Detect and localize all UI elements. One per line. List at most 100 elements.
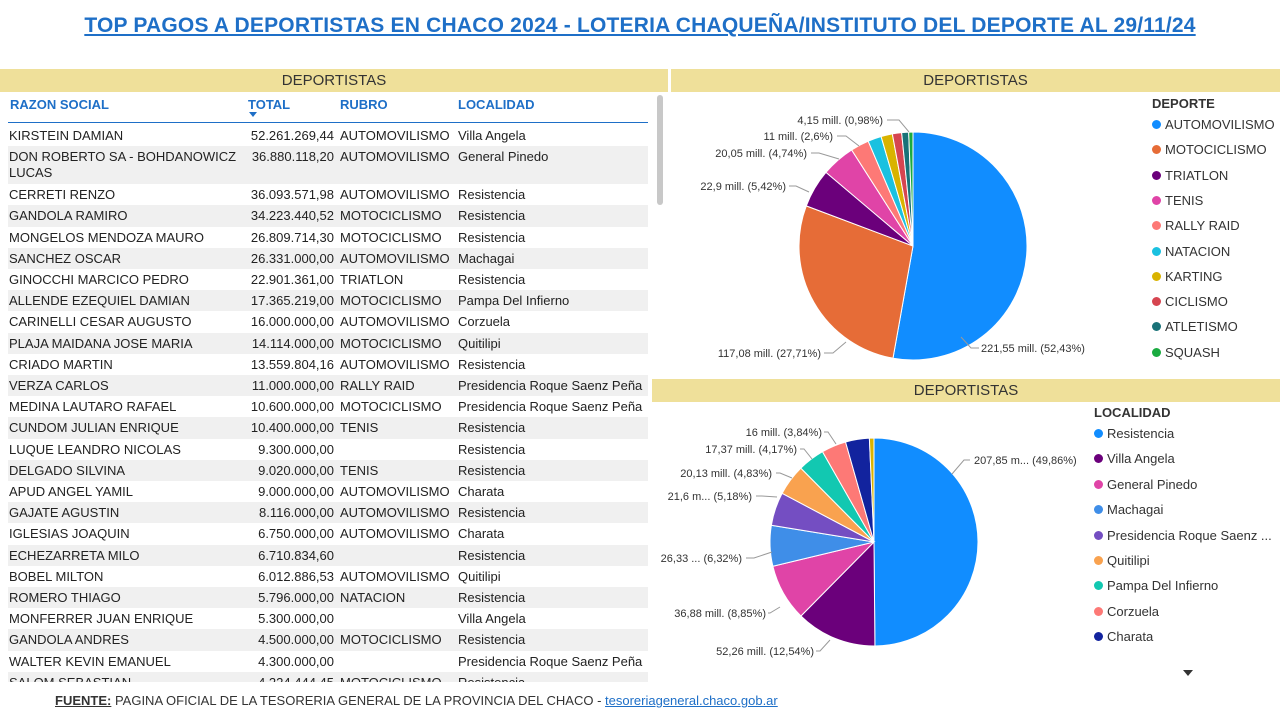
- cell-razon-social: WALTER KEVIN EMANUEL: [9, 653, 171, 669]
- pie-data-label: 4,15 mill. (0,98%): [797, 115, 883, 127]
- table-row[interactable]: CUNDOM JULIAN ENRIQUE 10.400.000,00 TENIS R…: [8, 417, 648, 439]
- table-row[interactable]: ECHEZARRETA MILO 6.710.834,60 Resistencia: [8, 544, 648, 566]
- col-rubro[interactable]: RUBRO: [340, 97, 388, 112]
- pie-data-label: 117,08 mill. (27,71%): [718, 348, 821, 360]
- legend-item-machagai[interactable]: Machagai: [1094, 502, 1163, 517]
- cell-localidad: General Pinedo: [458, 149, 549, 165]
- cell-razon-social: CARINELLI CESAR AUGUSTO: [9, 314, 192, 330]
- pie-data-label: 36,88 mill. (8,85%): [674, 608, 766, 620]
- cell-total: 5.796.000,00: [258, 590, 334, 605]
- table-row[interactable]: CRIADO MARTIN 13.559.804,16 AUTOMOVILISMO R…: [8, 354, 648, 375]
- footer-link[interactable]: tesoreriageneral.chaco.gob.ar: [605, 693, 778, 708]
- table-row[interactable]: GINOCCHI MARCICO PEDRO 22.901.361,00 TRIAT…: [8, 269, 648, 290]
- cell-localidad: Resistencia: [458, 590, 526, 605]
- legend-item-automovilismo[interactable]: AUTOMOVILISMO: [1152, 117, 1275, 132]
- legend-dot-icon: [1152, 297, 1161, 307]
- legend-item-villa-angela[interactable]: Villa Angela: [1094, 451, 1175, 466]
- table-row[interactable]: CERRETI RENZO 36.093.571,98 AUTOMOVILISMO R…: [8, 184, 648, 205]
- table-row[interactable]: MONFERRER JUAN ENRIQUE 5.300.000,00 Villa …: [8, 608, 648, 629]
- legend-dot-icon: [1152, 195, 1161, 205]
- legend-item-triatlon[interactable]: TRIATLON: [1152, 168, 1228, 183]
- cell-total: 16.000.000,00: [250, 314, 334, 330]
- cell-localidad: Resistencia: [458, 547, 526, 563]
- table-row[interactable]: CARINELLI CESAR AUGUSTO 16.000.000,00 AUTO…: [8, 311, 648, 332]
- cell-localidad: Villa Angela: [458, 611, 526, 627]
- legend-label: Charata: [1107, 629, 1154, 645]
- legend-item-tenis[interactable]: TENIS: [1152, 193, 1203, 208]
- table-row[interactable]: SANCHEZ OSCAR 26.331.000,00 AUTOMOVILISMO M…: [8, 247, 648, 269]
- legend-item-charata[interactable]: Charata: [1094, 629, 1153, 644]
- table-row[interactable]: PLAJA MAIDANA JOSE MARIA 14.114.000,00 MOT…: [8, 332, 648, 354]
- legend-item-corzuela[interactable]: Corzuela: [1094, 604, 1159, 619]
- table-row[interactable]: GAJATE AGUSTIN 8.116.000,00 AUTOMOVILISMO R…: [8, 502, 648, 524]
- table-row[interactable]: ALLENDE EZEQUIEL DAMIAN 17.365.219,00 MOTO…: [8, 290, 648, 312]
- cell-total: 4.300.000,00: [258, 653, 334, 669]
- col-total[interactable]: TOTAL: [248, 97, 291, 112]
- cell-total: 9.020.000,00: [258, 462, 334, 478]
- cell-total: 9.300.000,00: [258, 441, 334, 457]
- cell-rubro: TRIATLON: [340, 272, 404, 287]
- table-row[interactable]: KIRSTEIN DAMIAN 52.261.269,44 AUTOMOVILISM…: [8, 125, 648, 146]
- legend-dot-icon: [1094, 606, 1103, 616]
- pie-leader-line: [951, 459, 970, 475]
- table-row[interactable]: LUQUE LEANDRO NICOLAS 9.300.000,00 Resiste…: [8, 439, 648, 460]
- cell-total: 52.261.269,44: [250, 128, 334, 143]
- table-row[interactable]: VERZA CARLOS 11.000.000,00 RALLY RAID Presi…: [8, 375, 648, 397]
- pie-data-label: 20,13 mill. (4,83%): [680, 468, 772, 480]
- deporte-legend-title: DEPORTE: [1152, 96, 1215, 111]
- legend-dot-icon: [1152, 271, 1161, 281]
- table-row[interactable]: GANDOLA RAMIRO 34.223.440,52 MOTOCICLISMO R…: [8, 205, 648, 227]
- pie-data-label: 22,9 mill. (5,42%): [700, 181, 786, 193]
- legend-more-icon[interactable]: [1183, 670, 1193, 676]
- cell-total: 26.331.000,00: [250, 250, 334, 266]
- legend-item-atletismo[interactable]: ATLETISMO: [1152, 319, 1238, 334]
- cell-rubro: AUTOMOVILISMO: [340, 187, 450, 203]
- col-localidad[interactable]: LOCALIDAD: [458, 97, 535, 112]
- pie-slice-otros[interactable]: [868, 437, 875, 543]
- pie-slice-villa-angela[interactable]: [800, 540, 876, 647]
- legend-item-presidencia-roque-saenz[interactable]: Presidencia Roque Saenz ...: [1094, 528, 1272, 543]
- legend-item-motociclismo[interactable]: MOTOCICLISMO: [1152, 142, 1267, 157]
- legend-dot-icon: [1094, 581, 1103, 591]
- cell-localidad: Machagai: [458, 250, 515, 266]
- legend-item-quitilipi[interactable]: Quitilipi: [1094, 553, 1150, 568]
- pie-leader-line: [746, 551, 773, 559]
- cell-localidad: Resistencia: [458, 462, 526, 478]
- col-razon-social[interactable]: RAZON SOCIAL: [10, 97, 109, 112]
- table-row[interactable]: DELGADO SILVINA 9.020.000,00 TENIS Resisten…: [8, 459, 648, 481]
- legend-item-general-pinedo[interactable]: General Pinedo: [1094, 477, 1197, 492]
- table-row[interactable]: BOBEL MILTON 6.012.886,53 AUTOMOVILISMO Qui…: [8, 566, 648, 587]
- legend-item-rally-raid[interactable]: RALLY RAID: [1152, 218, 1240, 233]
- legend-dot-icon: [1094, 479, 1103, 489]
- legend-label: Quitilipi: [1107, 553, 1150, 568]
- cell-localidad: Resistencia: [458, 208, 526, 224]
- legend-item-ciclismo[interactable]: CICLISMO: [1152, 294, 1228, 309]
- pie-slice-resistencia[interactable]: [873, 437, 979, 647]
- table-row[interactable]: GANDOLA ANDRES 4.500.000,00 MOTOCICLISMO Re…: [8, 629, 648, 651]
- cell-localidad: Resistencia: [458, 505, 526, 521]
- legend-dot-icon: [1094, 632, 1103, 642]
- legend-item-squash[interactable]: SQUASH: [1152, 345, 1220, 360]
- pie-leader-line: [789, 185, 810, 193]
- table-row[interactable]: SALOM SEBASTIAN4.224.444,45 MOTOCICLISMO R…: [8, 671, 648, 682]
- table-row[interactable]: ROMERO THIAGO 5.796.000,00 NATACION Resiste…: [8, 587, 648, 609]
- legend-item-resistencia[interactable]: Resistencia: [1094, 426, 1174, 441]
- cell-rubro: AUTOMOVILISMO: [340, 250, 450, 266]
- pie-slice-motociclismo[interactable]: [798, 205, 914, 359]
- cell-razon-social: CRIADO MARTIN: [9, 356, 113, 372]
- legend-item-pampa-del-infierno[interactable]: Pampa Del Infierno: [1094, 578, 1218, 593]
- table-row[interactable]: DON ROBERTO SA - BOHDANOWICZ LUCAS 36.880…: [8, 146, 648, 185]
- legend-item-natacion[interactable]: NATACION: [1152, 244, 1230, 259]
- cell-rubro: AUTOMOVILISMO: [340, 526, 450, 542]
- pie-leader-line: [824, 431, 837, 445]
- table-row[interactable]: APUD ANGEL YAMIL 9.000.000,00 AUTOMOVILISM…: [8, 481, 648, 502]
- table-row[interactable]: MONGELOS MENDOZA MAURO 26.809.714,30 MOTOC…: [8, 227, 648, 248]
- table-scrollbar[interactable]: [657, 95, 663, 205]
- pie-data-label: 11 mill. (2,6%): [764, 131, 833, 143]
- cell-razon-social: ECHEZARRETA MILO: [9, 547, 140, 563]
- legend-item-karting[interactable]: KARTING: [1152, 269, 1223, 284]
- table-row[interactable]: IGLESIAS JOAQUIN 6.750.000,00 AUTOMOVILISM…: [8, 523, 648, 544]
- table-row[interactable]: MEDINA LAUTARO RAFAEL 10.600.000,00 MOTOCI…: [8, 396, 648, 417]
- pie-slice-automovilismo[interactable]: [892, 131, 1028, 361]
- table-row[interactable]: WALTER KEVIN EMANUEL 4.300.000,00 Presiden…: [8, 651, 648, 672]
